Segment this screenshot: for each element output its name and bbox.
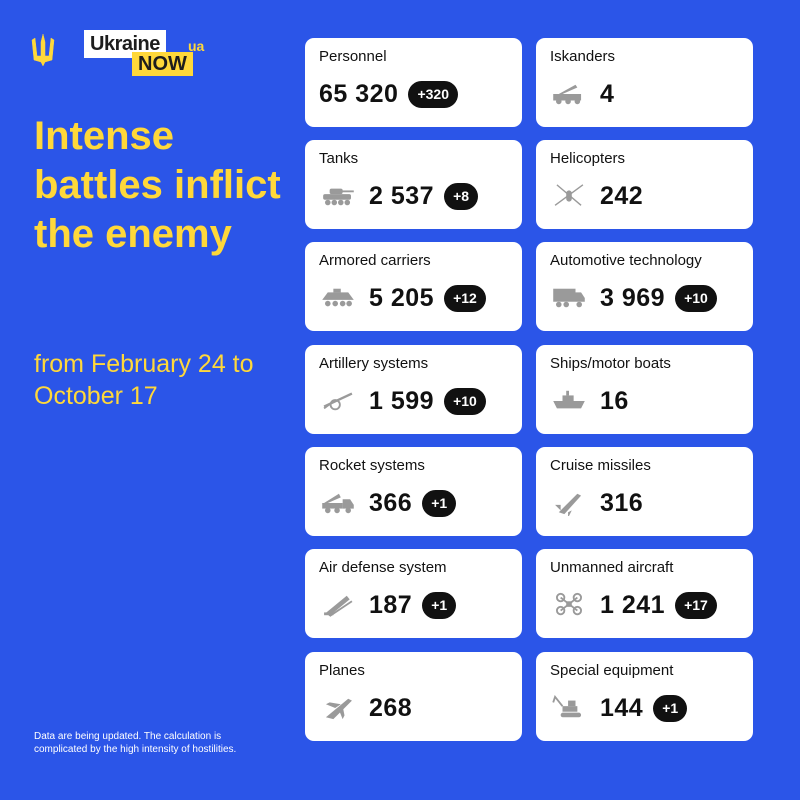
stat-value: 3 969 [600, 283, 666, 312]
stat-label: Ships/motor boats [550, 355, 671, 372]
stat-value-row: 3 969 +10 [550, 282, 717, 314]
stat-card-helicopter: Helicopters 242 [536, 140, 753, 229]
stat-card-cruise-missile: Cruise missiles 316 [536, 447, 753, 536]
stat-value-row: 268 [319, 692, 412, 724]
stat-card-air-defense: Air defense system 187 +1 [305, 549, 522, 638]
stat-label: Special equipment [550, 662, 674, 679]
stat-label: Air defense system [319, 559, 447, 576]
stat-value: 1 241 [600, 590, 666, 619]
tank-icon [319, 183, 357, 209]
stat-value: 5 205 [369, 283, 435, 312]
stat-delta-badge: +10 [444, 387, 486, 415]
stat-value: 144 [600, 693, 644, 722]
artillery-icon [319, 388, 357, 414]
stat-card-drone: Unmanned aircraft 1 241 +17 [536, 549, 753, 638]
brand-logo-part1: Ukraine [84, 30, 166, 58]
stat-label: Iskanders [550, 48, 616, 65]
cruise-missile-icon [550, 490, 588, 516]
stat-card-ship: Ships/motor boats 16 [536, 345, 753, 434]
stat-value: 16 [600, 386, 629, 415]
truck-icon [550, 285, 588, 311]
drone-icon [550, 592, 588, 618]
stat-value-row: 2 537 +8 [319, 180, 479, 212]
helicopter-icon [550, 183, 588, 209]
stat-delta-badge: +1 [422, 591, 457, 619]
stat-delta-badge: +8 [444, 182, 479, 210]
stat-value-row: 4 [550, 78, 614, 110]
brand-logo: Ukraine NOW ua [84, 30, 214, 76]
stat-delta-badge: +12 [444, 284, 486, 312]
stat-value: 316 [600, 488, 644, 517]
stat-value: 268 [369, 693, 413, 722]
stat-value-row: 316 [550, 487, 643, 519]
stat-card-missile-launcher: Iskanders 4 [536, 38, 753, 127]
stat-value-row: 187 +1 [319, 589, 457, 621]
rocket-system-icon [319, 490, 357, 516]
stat-value: 366 [369, 488, 413, 517]
missile-launcher-icon [550, 81, 588, 107]
stat-card-truck: Automotive technology 3 969 +10 [536, 242, 753, 331]
stat-value-row: 1 599 +10 [319, 385, 486, 417]
stat-value: 187 [369, 590, 413, 619]
stat-value-row: 1 241 +17 [550, 589, 717, 621]
stat-label: Artillery systems [319, 355, 429, 372]
stat-label: Planes [319, 662, 365, 679]
stat-value-row: 242 [550, 180, 643, 212]
stat-label: Unmanned aircraft [550, 559, 674, 576]
stat-value: 242 [600, 181, 644, 210]
stat-label: Rocket systems [319, 457, 425, 474]
trident-icon [30, 32, 56, 68]
footnote: Data are being updated. The calculation … [34, 731, 237, 755]
brand-logo-part3: ua [188, 38, 205, 54]
stat-value: 1 599 [369, 386, 435, 415]
stat-card-artillery: Artillery systems 1 599 +10 [305, 345, 522, 434]
stat-value: 2 537 [369, 181, 435, 210]
stat-delta-badge: +17 [675, 591, 717, 619]
stat-value-row: 144 +1 [550, 692, 688, 724]
stat-delta-badge: +320 [408, 80, 459, 108]
armored-carrier-icon [319, 285, 357, 311]
plane-icon [319, 695, 357, 721]
air-defense-icon [319, 592, 357, 618]
stat-card-armored-carrier: Armored carriers 5 205 +12 [305, 242, 522, 331]
stat-value-row: 16 [550, 385, 629, 417]
stat-card-plane: Planes 268 [305, 652, 522, 741]
ship-icon [550, 388, 588, 414]
stat-card-excavator: Special equipment 144 +1 [536, 652, 753, 741]
stat-delta-badge: +1 [653, 694, 688, 722]
stat-value-row: 65 320 +320 [319, 78, 459, 110]
stat-value: 65 320 [319, 79, 399, 108]
stat-value: 4 [600, 79, 615, 108]
excavator-icon [550, 695, 588, 721]
stat-card-rocket-system: Rocket systems 366 +1 [305, 447, 522, 536]
headline: Intense battles inflict the enemy [34, 114, 281, 256]
stat-label: Personnel [319, 48, 387, 65]
stat-delta-badge: +10 [675, 284, 717, 312]
stat-label: Automotive technology [550, 252, 702, 269]
stat-label: Armored carriers [319, 252, 431, 269]
stat-card-person: Personnel 65 320 +320 [305, 38, 522, 127]
date-range: from February 24 to October 17 [34, 350, 254, 410]
stat-delta-badge: +1 [422, 489, 457, 517]
stat-value-row: 5 205 +12 [319, 282, 486, 314]
brand-logo-part2: NOW [132, 52, 193, 76]
stat-value-row: 366 +1 [319, 487, 457, 519]
stat-card-tank: Tanks 2 537 +8 [305, 140, 522, 229]
stat-label: Tanks [319, 150, 359, 167]
stat-label: Helicopters [550, 150, 626, 167]
stat-label: Cruise missiles [550, 457, 651, 474]
